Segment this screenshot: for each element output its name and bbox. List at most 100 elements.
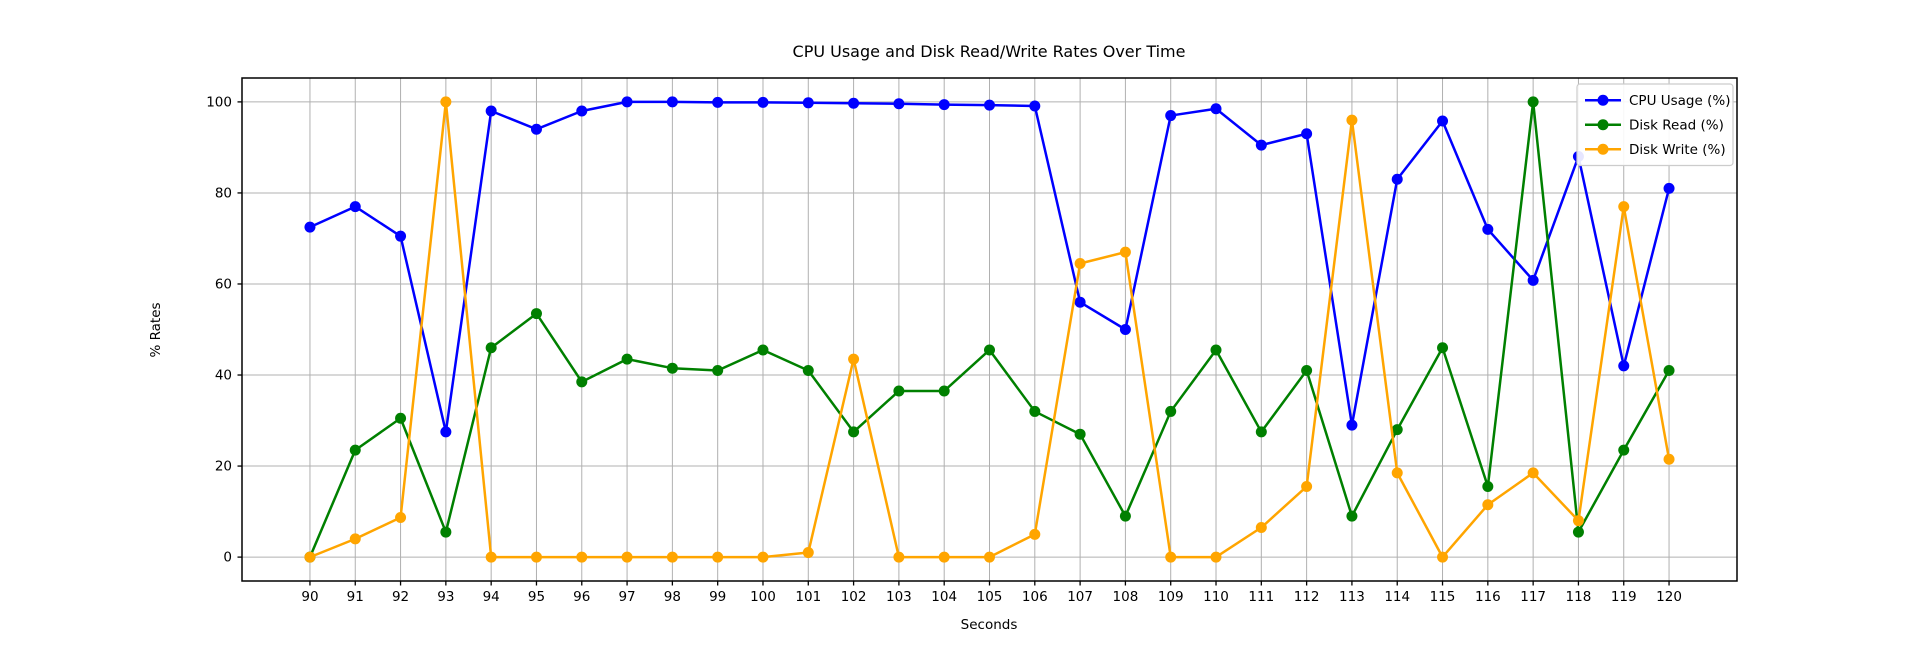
data-point-cpu-usage — [440, 426, 452, 438]
x-tick-label: 110 — [1203, 589, 1229, 605]
data-point-disk-write — [1210, 551, 1222, 563]
data-point-disk-write — [349, 533, 361, 545]
y-tick-label: 40 — [215, 368, 232, 384]
x-tick-label: 113 — [1339, 589, 1365, 605]
data-point-disk-write — [395, 511, 407, 523]
data-point-disk-write — [1527, 467, 1539, 479]
data-point-disk-read — [757, 344, 769, 356]
data-point-disk-read — [1618, 444, 1630, 456]
data-point-disk-write — [1255, 522, 1267, 534]
data-point-disk-read — [621, 353, 633, 365]
x-tick-label: 93 — [437, 589, 454, 605]
y-axis-label: % Rates — [148, 302, 164, 357]
data-point-disk-write — [666, 551, 678, 563]
data-point-disk-read — [440, 526, 452, 538]
data-point-disk-read — [1301, 364, 1313, 376]
chart-title: CPU Usage and Disk Read/Write Rates Over… — [793, 42, 1186, 61]
data-point-disk-write — [712, 551, 724, 563]
legend-item-disk-read: Disk Read (%) — [1585, 117, 1724, 133]
x-tick-label: 101 — [795, 589, 821, 605]
data-point-cpu-usage — [304, 221, 316, 233]
data-point-cpu-usage — [893, 98, 905, 110]
data-point-disk-read — [1255, 426, 1267, 438]
data-point-disk-write — [757, 551, 769, 563]
data-point-cpu-usage — [485, 105, 497, 117]
data-point-disk-write — [1074, 257, 1086, 269]
data-point-disk-read — [848, 426, 860, 438]
x-tick-label: 102 — [841, 589, 867, 605]
data-point-disk-read — [1210, 344, 1222, 356]
data-point-disk-write — [576, 551, 588, 563]
x-tick-label: 116 — [1475, 589, 1501, 605]
data-point-disk-read — [485, 342, 497, 354]
data-point-cpu-usage — [576, 105, 588, 117]
legend-label: Disk Write (%) — [1629, 142, 1726, 158]
legend-label: Disk Read (%) — [1629, 117, 1724, 133]
legend-box — [1576, 83, 1734, 167]
data-point-cpu-usage — [1029, 100, 1041, 112]
x-tick-label: 109 — [1158, 589, 1184, 605]
data-point-disk-write — [1165, 551, 1177, 563]
data-point-cpu-usage — [530, 123, 542, 135]
data-point-cpu-usage — [1618, 360, 1630, 372]
x-tick-label: 105 — [977, 589, 1003, 605]
x-tick-label: 112 — [1294, 589, 1320, 605]
x-tick-label: 120 — [1656, 589, 1682, 605]
data-point-disk-write — [1663, 453, 1675, 465]
data-point-cpu-usage — [1482, 223, 1494, 235]
data-point-cpu-usage — [1165, 110, 1177, 122]
data-point-cpu-usage — [666, 96, 678, 108]
x-tick-label: 96 — [573, 589, 590, 605]
data-point-disk-write — [530, 551, 542, 563]
data-point-disk-read — [1663, 364, 1675, 376]
data-point-cpu-usage — [349, 201, 361, 213]
data-point-cpu-usage — [802, 97, 814, 109]
data-point-cpu-usage — [757, 96, 769, 108]
x-tick-label: 103 — [886, 589, 912, 605]
legend-label: CPU Usage (%) — [1629, 93, 1730, 109]
x-tick-label: 118 — [1566, 589, 1592, 605]
data-point-cpu-usage — [1346, 419, 1358, 431]
data-point-disk-read — [712, 364, 724, 376]
x-tick-label: 94 — [483, 589, 500, 605]
data-point-disk-read — [1346, 510, 1358, 522]
x-tick-label: 91 — [347, 589, 364, 605]
data-point-disk-write — [304, 551, 316, 563]
x-tick-label: 108 — [1113, 589, 1139, 605]
data-point-disk-read — [893, 385, 905, 397]
y-tick-label: 60 — [215, 276, 232, 292]
y-tick-label: 100 — [206, 94, 232, 110]
data-point-disk-write — [621, 551, 633, 563]
x-tick-label: 90 — [301, 589, 318, 605]
x-tick-label: 107 — [1067, 589, 1093, 605]
data-point-disk-write — [1029, 528, 1041, 540]
data-point-disk-read — [1482, 481, 1494, 493]
data-point-disk-write — [938, 551, 950, 563]
x-tick-label: 97 — [618, 589, 635, 605]
data-point-disk-read — [1074, 428, 1086, 440]
data-point-disk-write — [1572, 515, 1584, 527]
data-point-disk-read — [1391, 424, 1403, 436]
legend-marker-icon — [1597, 94, 1609, 106]
data-point-cpu-usage — [1391, 173, 1403, 185]
legend-marker-icon — [1597, 143, 1609, 155]
data-point-disk-write — [1437, 551, 1449, 563]
data-point-cpu-usage — [712, 96, 724, 108]
y-tick-label: 0 — [223, 550, 232, 566]
data-point-disk-read — [802, 364, 814, 376]
x-tick-label: 100 — [750, 589, 776, 605]
data-point-cpu-usage — [1255, 139, 1267, 151]
data-point-cpu-usage — [1074, 296, 1086, 308]
data-point-disk-read — [349, 444, 361, 456]
data-point-cpu-usage — [1437, 115, 1449, 127]
legend-marker-icon — [1597, 119, 1609, 131]
tick-layer: 90 91 92 93 94 95 96 97 98 99 100 101 102 103 104 105 10… — [206, 94, 1682, 605]
data-point-disk-write — [1482, 499, 1494, 511]
y-tick-label: 20 — [215, 459, 232, 475]
data-point-disk-read — [666, 362, 678, 374]
data-point-disk-read — [530, 308, 542, 320]
data-point-cpu-usage — [1119, 324, 1131, 335]
x-tick-label: 98 — [664, 589, 681, 605]
